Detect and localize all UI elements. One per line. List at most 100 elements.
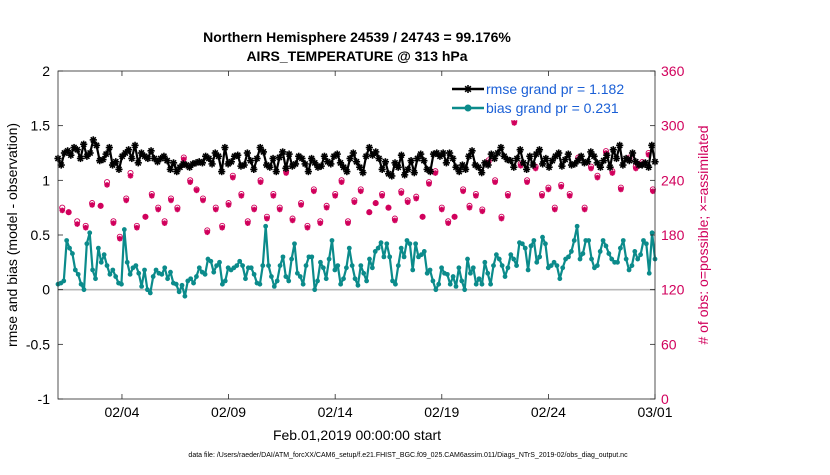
obs-assimilated-marker [588,165,594,172]
rmse-data-point-stroke [491,155,498,162]
obs-assimilated-marker [311,188,317,195]
rmse-data-point [298,154,306,163]
rmse-data-point-stroke [629,149,636,157]
obs-assimilated-marker-stroke [251,206,257,213]
bias-data-point [488,281,494,287]
bias-data-point [364,278,369,284]
bias-data-point [600,238,606,243]
obs-assimilated-marker-stroke [439,206,445,213]
rmse-data-point-stroke [356,164,363,171]
bias-data-point [297,274,303,279]
rmse-data-point-stroke [285,150,293,158]
rmse-data-point [134,159,142,167]
obs-assimilated-marker-stroke [332,193,338,199]
x-tick-label: 03/01 [637,404,672,420]
rmse-data-point [632,158,640,166]
bias-data-point [61,278,67,284]
obs-assimilated-marker [492,179,498,185]
bias-data-point [491,263,496,269]
bias-data-point [121,227,127,232]
bias-data-point [531,238,537,243]
obs-assimilated-marker [264,215,270,222]
rmse-data-point-stroke [305,168,312,175]
rmse-data-point-stroke [106,144,113,151]
obs-assimilated-marker-stroke [466,205,473,211]
rmse-data-point-stroke [597,164,604,171]
rmse-data-point-stroke [382,158,389,165]
rmse-data-point-stroke [247,157,254,164]
rmse-data-point [600,157,608,165]
legend-box [447,76,643,120]
rmse-data-point-stroke [542,155,549,162]
rmse-data-point-stroke [144,155,151,162]
obs-assimilated-marker [372,200,379,206]
bias-data-point [286,278,292,284]
obs-assimilated-marker [289,217,296,224]
rmse-data-point [272,167,280,176]
bias-data-point [90,267,96,273]
rmse-data-point-stroke [170,159,177,166]
rmse-data-point-stroke [446,149,453,157]
rmse-data-point-stroke [626,157,633,164]
bias-data-point [234,263,240,269]
bias-data-point [522,245,528,251]
bias-data-point [493,252,499,258]
obs-assimilated-marker [82,224,89,231]
bias-data-point [646,270,652,276]
rmse-data-point [619,161,627,169]
obs-assimilated-marker [219,224,225,231]
rmse-data-point [86,149,94,157]
obs-assimilated-marker-stroke [505,193,511,199]
bias-data-point [496,256,502,262]
obs-assimilated-marker [524,179,530,185]
bias-data-point [505,265,511,271]
bias-data-point [381,254,387,260]
rmse-data-point [218,167,226,176]
bias-data-point [499,263,505,269]
obs-assimilated-marker [479,208,486,215]
rmse-data-point [391,159,399,167]
bias-data-point [557,276,563,282]
data-file-footnote: data file: /Users/raeder/DAI/ATM_forcXX/… [188,452,628,459]
obs-assimilated-marker-stroke [187,179,193,185]
bias-data-point [543,241,548,247]
bias-data-point [407,241,413,247]
rmse-data-point [163,157,171,165]
bias-data-point [456,265,462,271]
rmse-data-point [574,157,582,165]
bias-data-point [643,241,649,247]
obs-assimilated-marker-stroke [420,214,426,220]
obs-assimilated-marker [438,206,445,213]
bias-data-point [577,256,583,262]
obs-assimilated-marker [230,174,236,181]
rmse-data-point-stroke [93,142,100,149]
y-tick-label: 0.5 [31,227,51,243]
bias-data-point [346,245,352,251]
rmse-data-point-stroke [244,149,251,157]
bias-data-point [387,254,393,260]
bias-data-point [93,276,98,282]
legend-bias-label: bias grand pr = 0.231 [486,100,619,116]
rmse-data-point [246,157,255,165]
rmse-data-point-stroke [562,156,569,163]
rmse-data-point [259,148,268,156]
rmse-data-point [336,159,345,167]
obs-assimilated-marker-stroke [155,206,161,213]
rmse-data-point-stroke [253,155,261,162]
rmse-data-point-stroke [266,164,273,171]
rmse-data-point [596,163,605,171]
rmse-data-point-stroke [555,149,562,157]
rmse-data-point-stroke [337,159,344,166]
legend-bias-marker [464,104,472,112]
obs-assimilated-marker [117,235,123,242]
rmse-data-point-stroke [324,158,331,165]
bias-data-point [263,223,269,229]
bias-data-point [211,269,217,275]
bias-data-point [75,271,81,277]
bias-data-point [649,230,655,236]
obs-assimilated-marker-stroke [366,209,372,215]
rmse-data-point [587,148,595,156]
bias-data-point [145,287,150,293]
rmse-data-point [423,165,431,173]
rmse-data-point-stroke [411,169,418,176]
